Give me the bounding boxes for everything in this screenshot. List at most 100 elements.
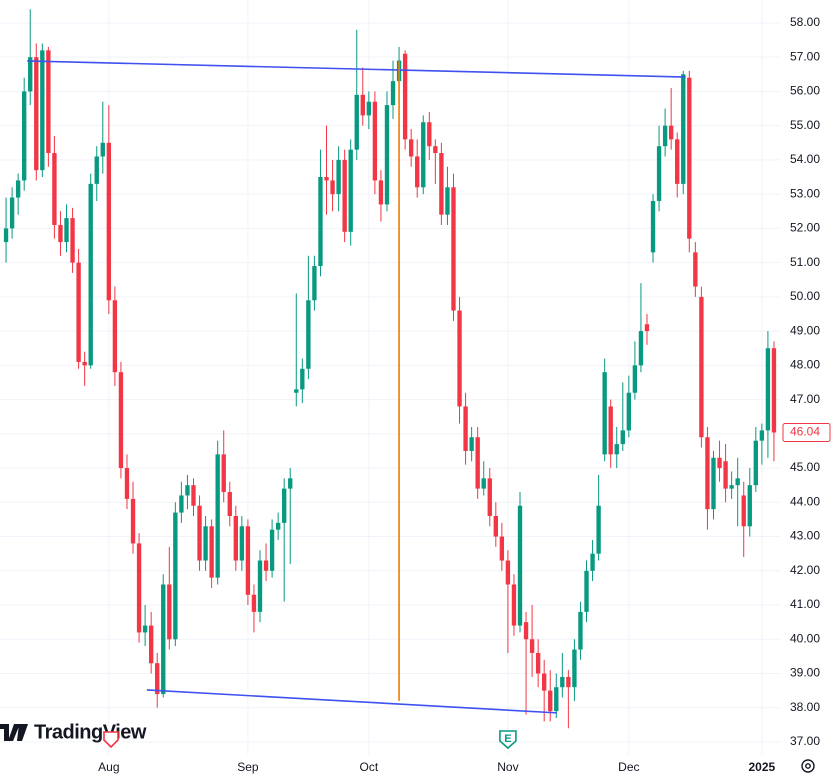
y-tick-label: 55.00 [790,118,820,132]
candle-body [191,485,196,506]
candle-body [572,649,577,688]
candle-body [324,177,329,181]
candle-body [185,485,190,496]
candle-body [535,652,541,674]
y-tick-label: 37.00 [790,734,820,748]
candle-body [161,584,166,695]
candle-body [384,105,390,205]
candle-body [100,142,105,157]
y-tick-label: 43.00 [790,529,820,543]
candle-body [656,146,662,201]
last-price-box [782,422,831,442]
candle-body [94,156,99,184]
candle-body [717,457,722,469]
y-tick-label: 52.00 [790,221,820,235]
candle-body [336,159,341,195]
event-marker [499,730,517,750]
x-tick-label: Dec [618,760,639,774]
candle-body [22,91,27,181]
candle-body [681,74,686,184]
candle-body [106,142,112,301]
candle-body [402,53,408,140]
candle-body [469,437,474,451]
candle-body [741,495,746,527]
candle-body [130,498,136,544]
x-tick-label: 2025 [749,760,776,774]
candle-body [269,529,275,571]
candle-body [282,488,287,523]
candle-body [523,622,529,640]
candle-body [112,300,118,373]
candle-body [312,266,317,301]
trend-line [27,60,686,78]
candle-body [560,676,565,688]
candle-body [608,406,613,455]
candle-body [408,139,414,157]
candle-body [487,478,492,517]
candle-body [142,625,148,633]
candle-body [342,159,347,232]
y-tick-label: 39.00 [790,666,820,680]
candle-body [626,392,632,431]
candle-body [529,639,535,653]
candle-body [463,406,468,451]
candle-body [239,526,245,561]
logo-icon [0,724,28,741]
settings-icon[interactable] [801,759,815,773]
candle-body [46,50,51,154]
candle-body [245,526,251,595]
y-tick-label: 38.00 [790,700,820,714]
y-tick-label: 57.00 [790,49,820,63]
candle-body [421,122,426,188]
candle-body [366,101,372,116]
candle-body [445,187,450,215]
candle-body [620,430,625,445]
candle-body [693,252,698,287]
candle-body [34,57,39,171]
candle-body [638,331,644,366]
candle-body [584,570,589,612]
logo-text: TradingView [34,721,147,743]
candle-body [451,187,456,311]
candle-body [590,553,595,571]
candle-body [330,180,335,195]
dividend-marker [103,731,119,749]
candle-body [650,200,656,253]
candle-body [251,594,257,612]
candle-body [148,625,154,664]
candle-body [390,81,396,106]
candle-body [288,478,293,489]
candle-body [566,676,571,688]
candle-body [433,146,438,154]
candle-body [372,101,378,181]
y-tick-label: 53.00 [790,186,820,200]
y-tick-label: 47.00 [790,392,820,406]
candle-body [723,461,728,489]
candle-body [548,690,553,712]
candle-body [124,468,130,499]
candle-body [632,365,638,393]
candle-body [499,536,505,561]
candle-body [28,57,33,92]
candle-body [203,526,208,561]
candle-body [9,197,15,229]
candle-body [614,444,619,455]
gear-hub[interactable] [805,763,811,769]
gear-outline[interactable] [801,759,815,773]
candle-body [644,324,650,332]
candle-body [753,440,758,486]
candle-body [227,492,232,517]
candle-body [481,478,486,489]
candle-body [711,457,716,510]
candle-body [511,584,517,626]
candle-body [505,560,511,585]
trend-line [146,689,557,714]
candle-body [318,177,323,267]
candle-body [233,516,238,561]
candle-body [52,153,57,225]
y-tick-label: 44.00 [790,494,820,508]
y-tick-label: 48.00 [790,358,820,372]
candle-body [88,183,93,366]
